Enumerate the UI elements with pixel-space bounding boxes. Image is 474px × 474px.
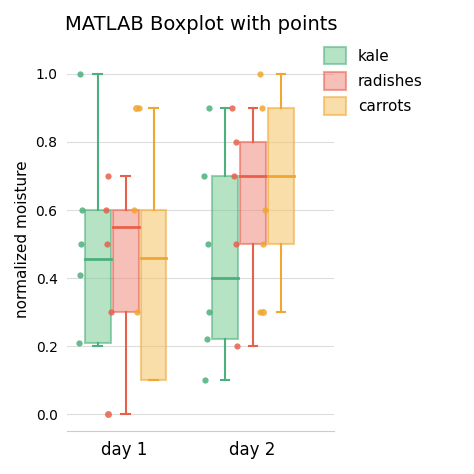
FancyBboxPatch shape [212, 176, 238, 339]
FancyBboxPatch shape [268, 108, 294, 244]
FancyBboxPatch shape [85, 210, 110, 343]
FancyBboxPatch shape [113, 210, 138, 312]
FancyBboxPatch shape [141, 210, 166, 380]
Legend: kale, radishes, carrots: kale, radishes, carrots [324, 46, 423, 115]
FancyBboxPatch shape [240, 142, 266, 244]
Title: MATLAB Boxplot with points: MATLAB Boxplot with points [64, 15, 337, 34]
Y-axis label: normalized moisture: normalized moisture [15, 160, 30, 318]
